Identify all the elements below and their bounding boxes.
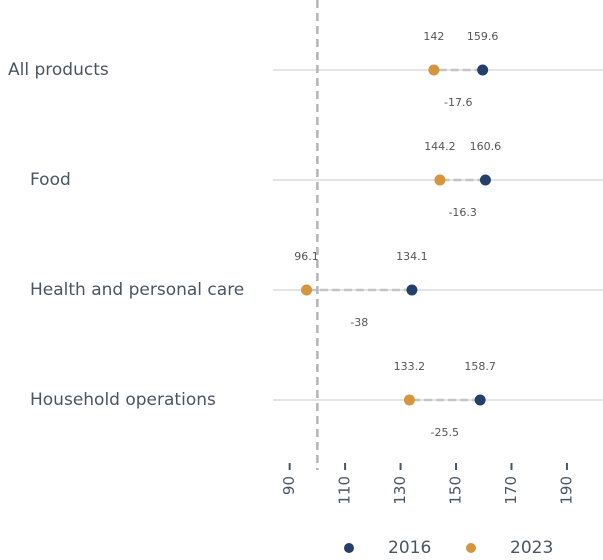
value-label: 134.1 (396, 250, 428, 263)
category-label: Food (30, 170, 71, 190)
legend-label: 2023 (510, 538, 553, 558)
x-tick-label: 90 (280, 476, 298, 495)
difference-label: -16.3 (448, 206, 476, 219)
value-label: 142 (423, 30, 444, 43)
dot (479, 174, 491, 186)
dot (301, 284, 313, 296)
dot (428, 64, 440, 76)
dot (477, 64, 489, 76)
x-tick-label: 190 (557, 476, 575, 505)
value-label: 158.7 (464, 360, 496, 373)
legend-marker (344, 543, 354, 553)
value-label: 160.6 (470, 140, 502, 153)
dot (474, 394, 486, 406)
difference-label: -38 (350, 316, 368, 329)
dot (434, 174, 446, 186)
value-label: 133.2 (394, 360, 426, 373)
difference-label: -25.5 (431, 426, 459, 439)
difference-label: -17.6 (444, 96, 472, 109)
legend-marker (466, 543, 476, 553)
x-tick-label: 130 (391, 476, 409, 505)
value-label: 144.2 (424, 140, 456, 153)
x-tick-label: 150 (447, 476, 465, 505)
category-label: Household operations (30, 390, 216, 410)
x-tick-label: 170 (502, 476, 520, 505)
category-label: All products (8, 60, 109, 80)
category-label: Health and personal care (30, 280, 244, 300)
dot (403, 394, 415, 406)
legend-label: 2016 (388, 538, 431, 558)
x-tick-label: 110 (336, 476, 354, 505)
value-label: 96.1 (294, 250, 319, 263)
value-label: 159.6 (467, 30, 499, 43)
dot (406, 284, 418, 296)
